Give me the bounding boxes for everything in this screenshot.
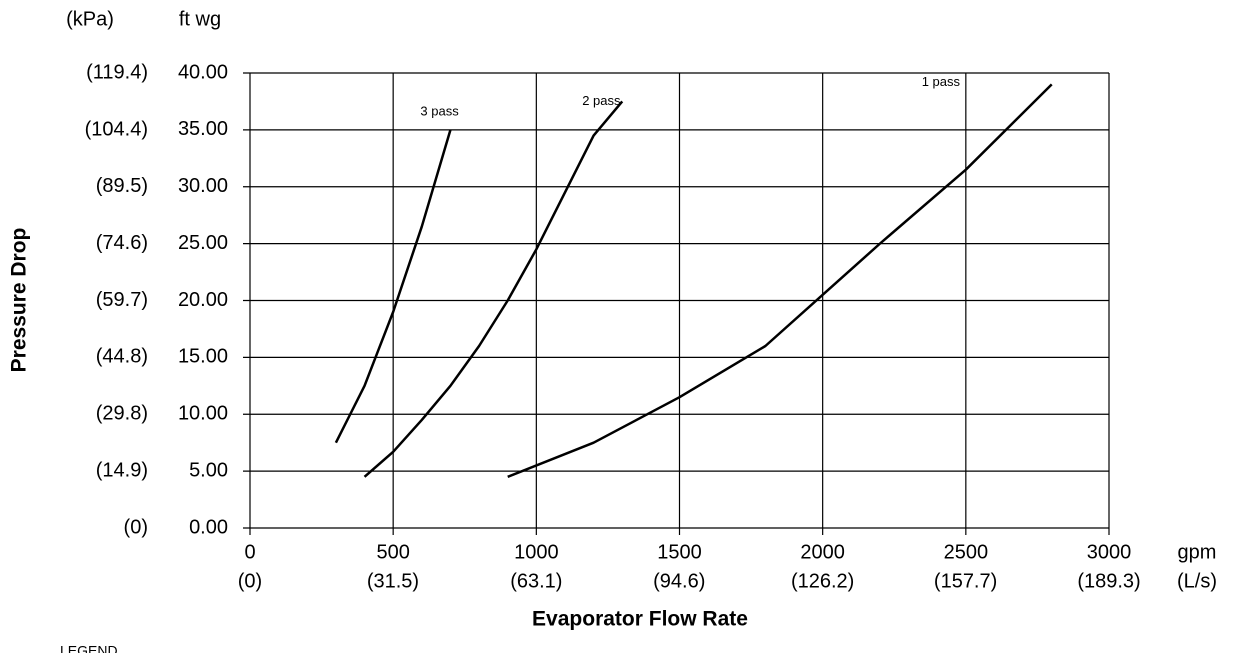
x-tick-label: 1000	[514, 541, 559, 563]
y-tick-label: 35.00	[178, 118, 228, 140]
y-unit: ft wg	[179, 8, 221, 30]
curve-label: 2 pass	[582, 93, 621, 108]
x-tick-label: 2500	[944, 541, 989, 563]
y-tick-label: 40.00	[178, 61, 228, 83]
y-tick-label: 15.00	[178, 346, 228, 368]
x-axis-title: Evaporator Flow Rate	[532, 608, 748, 631]
y-tick-label: 0.00	[189, 516, 228, 538]
x-tick-label: 1500	[657, 541, 702, 563]
x-tick-label: 3000	[1087, 541, 1132, 563]
y2-tick-label: (44.8)	[96, 346, 148, 368]
x2-tick-label: (63.1)	[510, 570, 562, 592]
y2-tick-label: (119.4)	[86, 61, 148, 83]
y-tick-label: 25.00	[178, 232, 228, 254]
y2-tick-label: (0)	[124, 516, 148, 538]
y2-tick-label: (59.7)	[96, 289, 148, 311]
x-unit: gpm	[1178, 541, 1217, 563]
y2-tick-label: (14.9)	[96, 460, 148, 482]
legend-title: LEGEND	[60, 643, 118, 653]
curve	[334, 129, 452, 444]
x2-tick-label: (126.2)	[791, 570, 854, 592]
x2-tick-label: (189.3)	[1077, 570, 1140, 592]
x-tick-label: 0	[244, 541, 255, 563]
curve	[363, 100, 624, 478]
y2-tick-label: (29.8)	[96, 403, 148, 425]
y-tick-label: 30.00	[178, 175, 228, 197]
x2-tick-label: (157.7)	[934, 570, 997, 592]
y2-unit: (kPa)	[66, 8, 114, 30]
y-tick-label: 10.00	[178, 403, 228, 425]
x2-unit: (L/s)	[1177, 570, 1217, 592]
x2-tick-label: (0)	[238, 570, 262, 592]
curve	[507, 83, 1053, 478]
y-tick-label: 5.00	[189, 459, 228, 481]
x-tick-label: 500	[376, 541, 409, 563]
x2-tick-label: (94.6)	[653, 570, 705, 592]
x-tick-label: 2000	[800, 541, 845, 563]
x2-tick-label: (31.5)	[367, 570, 419, 592]
curve-label: 1 pass	[922, 74, 961, 89]
curve-label: 3 pass	[420, 103, 459, 118]
y2-tick-label: (89.5)	[96, 175, 148, 197]
y-axis-title: Pressure Drop	[8, 228, 31, 373]
y2-tick-label: (74.6)	[96, 232, 148, 254]
y2-tick-label: (104.4)	[85, 118, 148, 140]
y-tick-label: 20.00	[178, 289, 228, 311]
